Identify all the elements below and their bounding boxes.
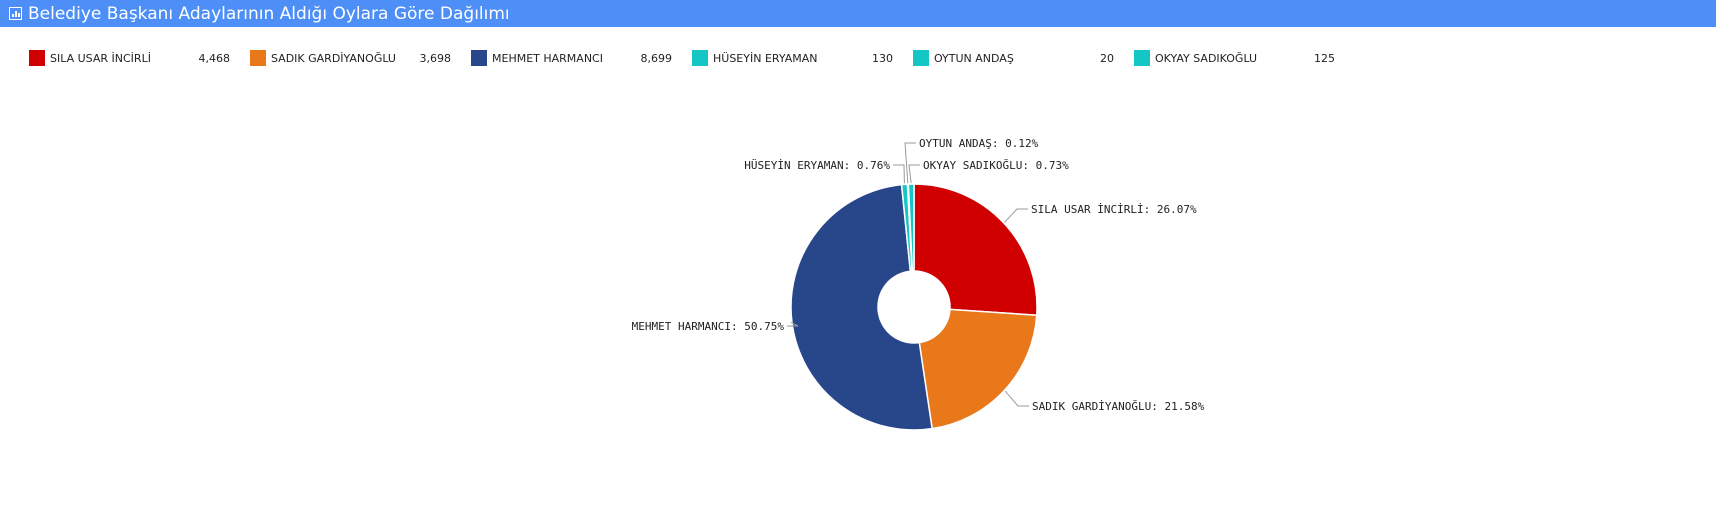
- leader-line: [1004, 208, 1028, 223]
- legend-item[interactable]: MEHMET HARMANCI 8,699: [471, 49, 692, 67]
- leader-line: [893, 164, 905, 184]
- legend-label: SADIK GARDİYANOĞLU: [271, 51, 396, 65]
- slice-label: OKYAY SADIKOĞLU: 0.73%: [923, 159, 1069, 172]
- slice-label: SADIK GARDİYANOĞLU: 21.58%: [1032, 400, 1205, 413]
- legend-swatch: [692, 50, 708, 66]
- legend-item[interactable]: HÜSEYİN ERYAMAN 130: [692, 49, 913, 67]
- legend-value: 8,699: [640, 51, 673, 65]
- leader-line: [1004, 390, 1029, 407]
- chart-header: Belediye Başkanı Adaylarının Aldığı Oyla…: [0, 0, 1716, 27]
- legend-value: 125: [1314, 51, 1335, 65]
- legend-item[interactable]: OYTUN ANDAŞ 20: [913, 49, 1134, 67]
- legend-item[interactable]: OKYAY SADIKOĞLU 125: [1134, 49, 1355, 67]
- pie-slice[interactable]: [790, 183, 933, 431]
- slice-label: OYTUN ANDAŞ: 0.12%: [919, 137, 1039, 150]
- pie-slice[interactable]: [918, 308, 1038, 430]
- leader-line: [908, 164, 920, 184]
- legend-label: OKYAY SADIKOĞLU: [1155, 51, 1258, 65]
- legend-value: 20: [1100, 51, 1114, 65]
- legend-value: 4,468: [198, 51, 231, 65]
- slice-label: MEHMET HARMANCI: 50.75%: [632, 320, 785, 333]
- legend-item[interactable]: SADIK GARDİYANOĞLU 3,698: [250, 49, 471, 67]
- legend-value: 130: [872, 51, 893, 65]
- legend-label: SILA USAR İNCİRLİ: [50, 51, 151, 65]
- legend-label: OYTUN ANDAŞ: [934, 51, 1014, 65]
- bar-chart-icon: [9, 7, 22, 20]
- slice-label: SILA USAR İNCİRLİ: 26.07%: [1031, 203, 1197, 216]
- leader-line: [787, 321, 799, 327]
- legend-label: HÜSEYİN ERYAMAN: [713, 51, 818, 65]
- chart-title: Belediye Başkanı Adaylarının Aldığı Oyla…: [28, 3, 510, 24]
- legend-item[interactable]: SILA USAR İNCİRLİ 4,468: [29, 49, 250, 67]
- slice-label: HÜSEYİN ERYAMAN: 0.76%: [744, 159, 890, 172]
- legend-swatch: [913, 50, 929, 66]
- legend-swatch: [250, 50, 266, 66]
- pie-slice[interactable]: [907, 183, 915, 272]
- legend-swatch: [1134, 50, 1150, 66]
- legend-value: 3,698: [419, 51, 452, 65]
- pie-slice[interactable]: [913, 183, 1038, 317]
- legend: SILA USAR İNCİRLİ 4,468 SADIK GARDİYANOĞLU…: [29, 49, 1355, 67]
- legend-swatch: [471, 50, 487, 66]
- leader-line: [904, 142, 916, 184]
- legend-label: MEHMET HARMANCI: [492, 51, 603, 65]
- legend-swatch: [29, 50, 45, 66]
